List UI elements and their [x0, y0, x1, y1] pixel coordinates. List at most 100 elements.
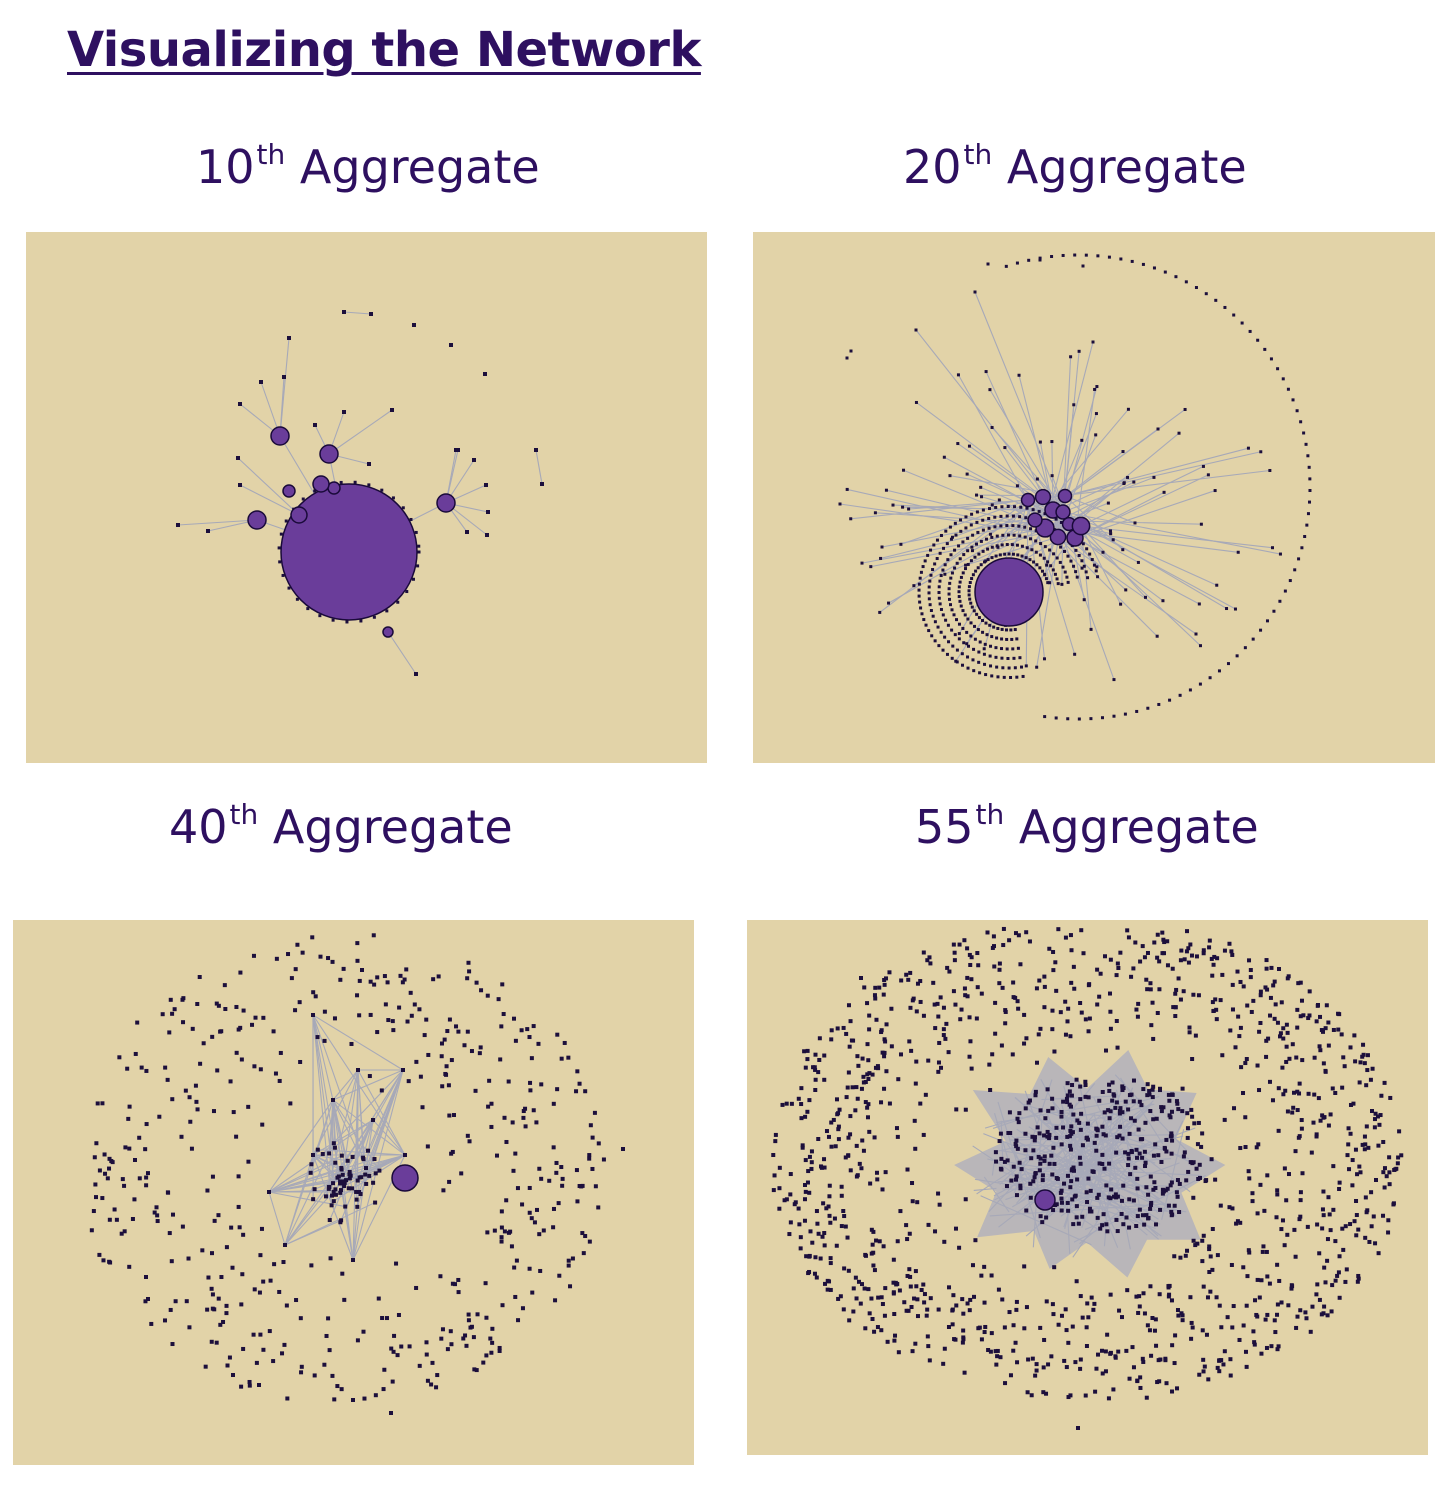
network-node: [989, 1331, 994, 1336]
network-node: [1094, 412, 1098, 416]
network-node: [871, 1263, 876, 1268]
network-node: [986, 558, 990, 562]
network-node: [1245, 1003, 1250, 1008]
network-node: [331, 1181, 336, 1186]
network-node: [1239, 1065, 1244, 1070]
network-node: [999, 524, 1003, 528]
network-node: [227, 1355, 232, 1360]
network-node: [1136, 1001, 1141, 1006]
network-node: [859, 1166, 864, 1171]
network-node: [1331, 1207, 1336, 1212]
network-node: [342, 1297, 347, 1302]
network-node: [339, 1153, 344, 1158]
network-node: [772, 1173, 777, 1178]
network-node: [210, 1034, 215, 1039]
network-node: [1252, 1342, 1257, 1347]
network-edge: [1074, 490, 1216, 539]
network-node: [1134, 1147, 1139, 1152]
network-node: [1222, 948, 1227, 953]
network-node: [956, 442, 960, 446]
network-node: [399, 1344, 404, 1349]
network-node: [1106, 1195, 1111, 1200]
network-hub: [1049, 528, 1067, 546]
network-node: [914, 1009, 919, 1014]
network-node: [936, 1191, 941, 1196]
network-node: [939, 630, 943, 634]
network-node: [1123, 1150, 1128, 1155]
network-node: [109, 1159, 114, 1164]
network-node: [519, 1028, 524, 1033]
network-node: [816, 1070, 821, 1075]
network-node: [1387, 1155, 1392, 1160]
network-node: [1077, 1155, 1082, 1160]
network-node: [921, 1282, 926, 1287]
network-node: [1016, 553, 1020, 557]
network-node: [520, 1202, 525, 1207]
network-node: [834, 1097, 839, 1102]
network-node: [1312, 1092, 1317, 1097]
network-node: [1001, 926, 1006, 931]
network-node: [848, 1019, 853, 1024]
network-node: [995, 544, 999, 548]
network-node: [1153, 1185, 1158, 1190]
network-node: [1261, 1244, 1266, 1249]
network-node: [1100, 1152, 1105, 1157]
network-node: [1326, 1195, 1331, 1200]
network-node: [1206, 473, 1210, 477]
network-node: [967, 644, 971, 648]
network-node: [837, 1107, 842, 1112]
network-node: [972, 669, 976, 673]
network-node: [1189, 1336, 1194, 1341]
network-node: [1121, 1183, 1126, 1188]
network-node: [498, 1057, 503, 1062]
network-node: [1123, 712, 1127, 716]
network-node: [1183, 1253, 1188, 1258]
network-node: [965, 472, 969, 476]
network-node: [1149, 1353, 1154, 1358]
network-node: [1243, 1349, 1248, 1354]
network-node: [788, 1172, 793, 1177]
network-node: [1118, 1106, 1123, 1111]
network-node: [906, 1308, 911, 1313]
network-node: [471, 1335, 476, 1340]
network-node: [1122, 481, 1126, 485]
network-node: [927, 597, 931, 601]
network-node: [340, 1172, 345, 1177]
network-node: [298, 1316, 303, 1321]
network-node: [287, 336, 291, 340]
network-node: [360, 968, 364, 972]
network-node: [1365, 1068, 1370, 1073]
network-edge: [991, 1162, 995, 1176]
network-node: [1095, 967, 1100, 972]
network-node: [1072, 986, 1077, 991]
network-edge: [284, 1173, 350, 1246]
network-node: [1103, 1349, 1108, 1354]
network-node: [1024, 556, 1028, 560]
network-node: [215, 1068, 220, 1073]
network-node: [1358, 1170, 1363, 1175]
network-node: [1221, 1362, 1226, 1367]
network-node: [1235, 969, 1240, 974]
network-node: [1190, 1325, 1195, 1330]
network-node: [1303, 1310, 1308, 1315]
network-node: [871, 1229, 876, 1234]
network-node: [1206, 1377, 1211, 1382]
network-node: [1074, 570, 1078, 574]
network-node: [943, 1036, 948, 1041]
network-node: [1162, 940, 1167, 945]
network-node: [1317, 1251, 1322, 1256]
network-node: [1138, 1375, 1143, 1380]
network-node: [876, 1295, 881, 1300]
network-node: [1148, 1284, 1153, 1289]
network-node: [1117, 1308, 1122, 1313]
network-edge: [879, 499, 1029, 613]
network-node: [1147, 1088, 1152, 1093]
network-node: [1211, 962, 1216, 967]
network-node: [800, 1145, 805, 1150]
network-node: [1328, 1112, 1333, 1117]
network-node: [390, 1379, 395, 1384]
network-node: [1333, 1278, 1338, 1283]
network-node: [1228, 1028, 1233, 1033]
network-node: [523, 1106, 528, 1111]
network-node: [994, 655, 998, 659]
